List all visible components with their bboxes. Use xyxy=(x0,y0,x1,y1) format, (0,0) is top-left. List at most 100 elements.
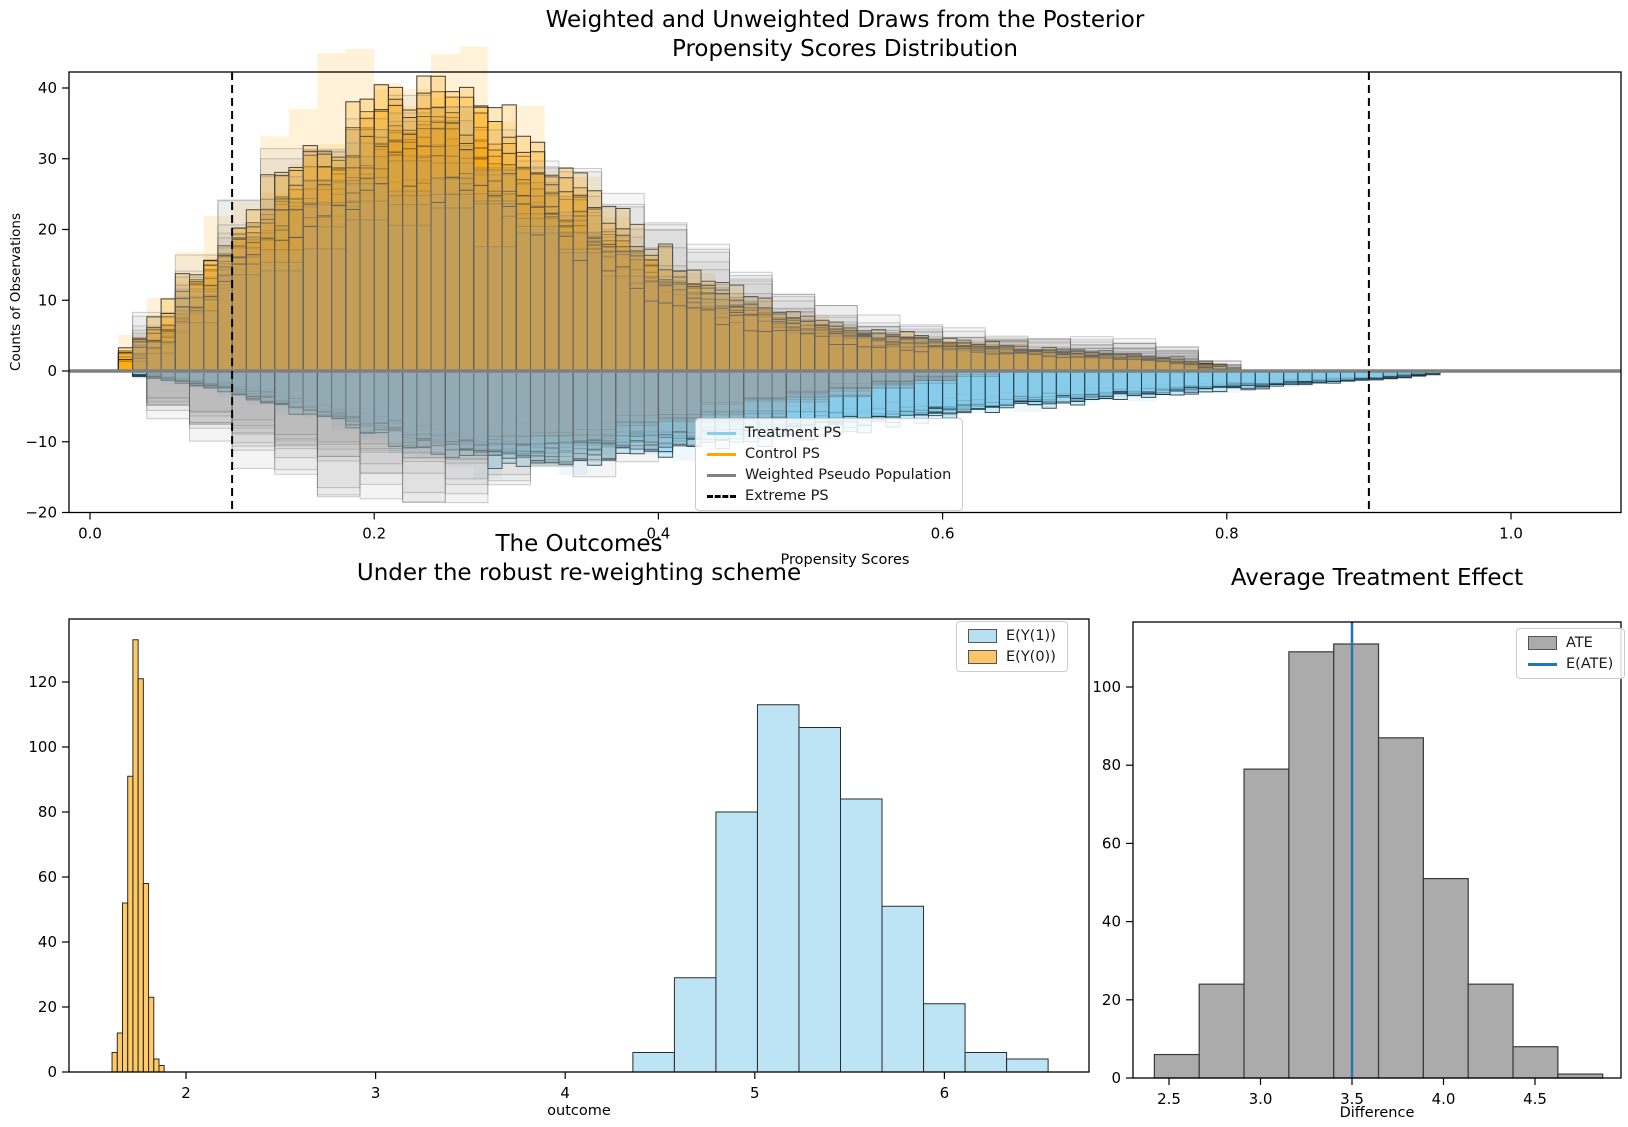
y-tick-label: 40 xyxy=(38,933,57,951)
outcome-histogram-bar-E(Y(0)) xyxy=(116,1032,123,1073)
top-yaxis-label: Counts of Observations xyxy=(8,213,24,371)
outcome-histogram-bar-E(Y(1)) xyxy=(923,1003,966,1073)
outcome-histogram-bar-E(Y(0)) xyxy=(137,678,144,1073)
weighted-pseudo-population-draw-below xyxy=(146,370,958,459)
outcomes-xaxis-label: outcome xyxy=(547,1103,611,1119)
outcome-histogram-bar-E(Y(0)) xyxy=(142,883,150,1073)
legend-item: E(Y(0)) xyxy=(968,649,1056,665)
y-tick-label: 20 xyxy=(38,221,57,239)
outcomes-title-line2: Under the robust re-weighting scheme xyxy=(356,559,802,586)
x-tick-label: 0.8 xyxy=(1215,525,1239,543)
x-tick-label: 3.5 xyxy=(1340,1090,1364,1108)
legend-line-swatch xyxy=(707,431,736,435)
outcomes-title: The Outcomes Under the robust re-weighti… xyxy=(179,530,979,588)
outcome-histogram-bar-E(Y(0)) xyxy=(111,1052,118,1073)
outcome-histogram-bar-E(Y(1)) xyxy=(715,811,758,1073)
x-tick-label: 2 xyxy=(181,1084,191,1102)
control-ps-histogram-draw xyxy=(118,136,1227,371)
y-tick-label: 20 xyxy=(1102,991,1121,1009)
legend-line-swatch xyxy=(707,452,736,456)
outcome-histogram-bar-E(Y(0)) xyxy=(158,1065,165,1073)
ate-xaxis-label: Difference xyxy=(1339,1105,1415,1121)
legend-item: E(ATE) xyxy=(1528,656,1613,672)
weighted-pseudo-population-draw-above xyxy=(132,106,1199,372)
ate-histogram-bar xyxy=(1512,1046,1559,1079)
ate-histogram-bar xyxy=(1377,737,1424,1079)
x-tick-label: 1.0 xyxy=(1499,525,1523,543)
y-tick-label: 100 xyxy=(28,738,57,756)
x-tick-label: 4 xyxy=(560,1084,570,1102)
legend-label: Treatment PS xyxy=(745,425,842,441)
y-tick-label: −20 xyxy=(25,504,57,522)
ate-histogram-bar xyxy=(1153,1053,1200,1079)
top-plot-title-line2: Propensity Scores Distribution xyxy=(671,35,1019,62)
y-tick-label: 80 xyxy=(38,803,57,821)
weighted-pseudo-population-draw-above xyxy=(132,120,1242,372)
outcomes-title-line1: The Outcomes xyxy=(495,531,663,557)
y-tick-label: 60 xyxy=(1102,834,1121,852)
legend-item: Extreme PS xyxy=(707,488,951,504)
x-tick-label: 0.2 xyxy=(362,525,386,543)
y-tick-label: 80 xyxy=(1102,756,1121,774)
legend-patch-swatch xyxy=(1528,636,1557,650)
outcome-histogram-bar-E(Y(0)) xyxy=(153,1058,160,1073)
ate-plot-frame xyxy=(1132,621,1622,1079)
legend-item: ATE xyxy=(1528,635,1613,651)
weighted-pseudo-population-draw-above xyxy=(132,193,1242,372)
weighted-pseudo-population-draw-above xyxy=(132,156,1199,372)
weighted-pseudo-population-draw-above xyxy=(132,94,1242,372)
weighted-pseudo-population-draw-above xyxy=(132,177,1242,372)
top-plot-title: Weighted and Unweighted Draws from the P… xyxy=(245,6,1445,64)
outcome-histogram-bar-E(Y(0)) xyxy=(148,996,155,1073)
weighted-pseudo-population-draw-above xyxy=(132,129,1242,372)
outcome-histogram-bar-E(Y(1)) xyxy=(756,704,800,1073)
y-tick-label: 40 xyxy=(1102,913,1121,931)
top-plot-legend: Treatment PS Control PS Weighted Pseudo Po… xyxy=(695,418,964,511)
x-tick-label: 6 xyxy=(940,1084,950,1102)
ate-histogram-bar xyxy=(1467,983,1514,1079)
legend-patch-swatch xyxy=(968,629,997,643)
legend-label: Extreme PS xyxy=(745,488,829,504)
ate-histogram-bar xyxy=(1198,983,1245,1079)
outcome-histogram-bar-E(Y(1)) xyxy=(673,977,717,1073)
x-tick-label: 4.0 xyxy=(1432,1090,1456,1108)
x-tick-label: 0.6 xyxy=(931,525,955,543)
legend-line-swatch xyxy=(707,473,736,477)
ate-title: Average Treatment Effect xyxy=(1230,565,1524,591)
legend-item: E(Y(1)) xyxy=(968,628,1056,644)
legend-item: Control PS xyxy=(707,446,951,462)
outcome-histogram-bar-E(Y(1)) xyxy=(632,1052,675,1073)
outcome-histogram-bar-E(Y(1)) xyxy=(881,905,925,1073)
ate-histogram-bar xyxy=(1333,643,1380,1079)
ate-histogram-bar xyxy=(1288,651,1335,1079)
ate-legend: ATE E(ATE) xyxy=(1516,628,1626,679)
y-tick-label: 120 xyxy=(28,673,57,691)
legend-patch-swatch xyxy=(968,650,997,664)
y-tick-label: 100 xyxy=(1092,678,1121,696)
legend-item: Weighted Pseudo Population xyxy=(707,467,951,483)
y-tick-label: 30 xyxy=(38,150,57,168)
ate-histogram-bar xyxy=(1243,768,1290,1079)
outcomes-plot-frame xyxy=(68,618,1090,1073)
y-tick-label: 40 xyxy=(38,79,57,97)
outcome-histogram-bar-E(Y(0)) xyxy=(121,902,129,1073)
outcome-histogram-bar-E(Y(1)) xyxy=(798,727,841,1073)
weighted-pseudo-population-draw-below xyxy=(146,370,958,465)
x-tick-label: 2.5 xyxy=(1157,1090,1181,1108)
outcome-histogram-bar-E(Y(0)) xyxy=(132,639,139,1073)
legend-label: Control PS xyxy=(745,446,820,462)
weighted-pseudo-population-draw-above xyxy=(132,200,1242,372)
top-xaxis-label: Propensity Scores xyxy=(780,552,910,568)
x-tick-label: 3.0 xyxy=(1249,1090,1273,1108)
weighted-pseudo-population-draw-above xyxy=(132,151,1242,372)
top-plot-title-line1: Weighted and Unweighted Draws from the P… xyxy=(545,7,1145,33)
y-tick-label: −10 xyxy=(25,433,57,451)
legend-dashed-line-swatch xyxy=(707,494,736,498)
y-tick-label: 0 xyxy=(1111,1069,1121,1087)
weighted-pseudo-population-draw-below xyxy=(146,370,958,460)
x-tick-label: 4.5 xyxy=(1523,1090,1547,1108)
legend-label: E(Y(0)) xyxy=(1006,649,1056,665)
outcome-histogram-bar-E(Y(1)) xyxy=(839,798,883,1073)
